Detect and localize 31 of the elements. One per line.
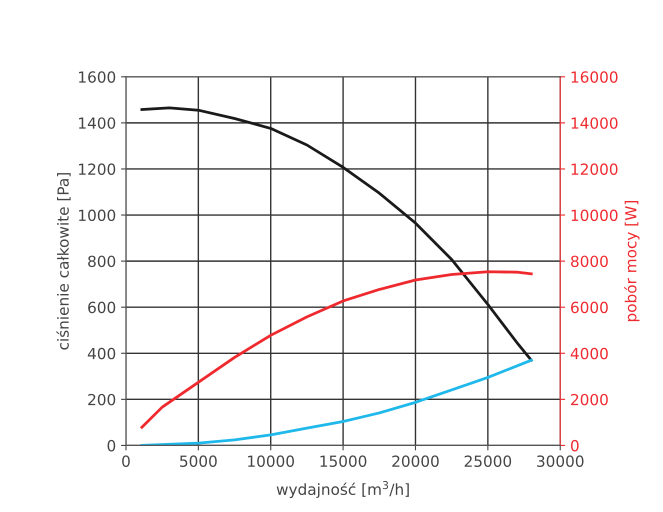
y2-tick-label: 8000 xyxy=(570,256,608,268)
x-tick-label: 5000 xyxy=(180,455,217,467)
y-tick-label: 0 xyxy=(108,440,116,452)
y-tick-label: 1400 xyxy=(79,117,116,129)
line-series xyxy=(140,358,533,446)
line-series xyxy=(140,270,533,429)
y-tick-label: 400 xyxy=(88,348,116,360)
y2-tick-label: 4000 xyxy=(570,348,608,360)
x-tick-label: 10000 xyxy=(248,455,294,467)
x-tick-label: 20000 xyxy=(392,455,439,467)
y-tick-label: 1200 xyxy=(79,163,116,175)
x-tick-label: 15000 xyxy=(320,455,366,467)
y2-tick-label: 10000 xyxy=(572,210,618,222)
x-tick-label: 30000 xyxy=(537,455,584,467)
y-tick-label: 200 xyxy=(88,394,116,406)
x-axis-title: wydajność [m$^{3}$/h] xyxy=(276,481,409,498)
y2-tick-label: 14000 xyxy=(572,117,618,129)
y-tick-label: 1600 xyxy=(79,71,116,83)
x-tick-label: 25000 xyxy=(464,455,512,467)
y-tick-label: 1000 xyxy=(79,210,116,222)
y2-tick-label: 2000 xyxy=(571,394,608,406)
y2-tick-label: 0 xyxy=(570,440,579,452)
y-tick-label: 800 xyxy=(88,256,116,268)
y2-axis-title: pobór mocy [W] xyxy=(624,201,640,322)
line-series xyxy=(140,106,533,362)
y2-tick-label: 6000 xyxy=(571,302,608,314)
y2-tick-label: 12000 xyxy=(572,163,618,175)
y2-tick-label: 16000 xyxy=(572,71,618,83)
y-tick-label: 600 xyxy=(88,302,116,314)
x-tick-label: 0 xyxy=(122,455,130,467)
y-axis-title: ciśnienie całkowite [Pa] xyxy=(56,173,71,350)
